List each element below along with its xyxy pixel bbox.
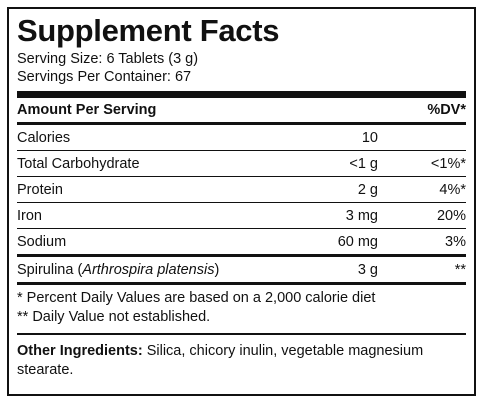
nutrient-name: Spirulina (Arthrospira platensis) <box>17 262 258 278</box>
nutrient-amount: 60 mg <box>337 233 378 250</box>
spirulina-latin-name: Arthrospira platensis <box>82 261 215 278</box>
nutrient-dv: 4%* <box>439 181 466 198</box>
table-header: Amount Per Serving %DV* <box>17 98 466 122</box>
other-ingredients-label: Other Ingredients: <box>17 343 143 359</box>
header-rule <box>17 122 466 125</box>
serving-size: Serving Size: 6 Tablets (3 g) <box>17 51 199 67</box>
nutrient-name: Sodium <box>17 233 67 250</box>
spirulina-label: Spirulina ( <box>17 261 83 278</box>
nutrient-amount: 2 g <box>357 181 378 198</box>
footnote-percent-dv: * Percent Daily Values are based on a 2,… <box>17 290 376 306</box>
nutrient-name: Iron <box>17 207 42 224</box>
nutrient-name: Protein <box>17 181 63 198</box>
nutrient-row-spirulina: Spirulina (Arthrospira platensis) 3 g ** <box>17 257 466 282</box>
section-rule <box>17 254 466 257</box>
nutrient-row-total-carbohydrate: Total Carbohydrate <1 g <1%* <box>17 151 466 177</box>
servings-per-container: Servings Per Container: 67 <box>17 69 192 85</box>
footnotes: * Percent Daily Values are based on a 2,… <box>17 285 466 327</box>
ingredients-rule <box>17 333 466 335</box>
nutrient-dv: ** <box>454 261 466 278</box>
nutrient-dv: 20% <box>436 207 466 224</box>
amount-per-serving-header: Amount Per Serving <box>17 102 157 118</box>
nutrient-dv: <1%* <box>430 155 466 172</box>
footnote-dv-not-established: ** Daily Value not established. <box>17 309 211 325</box>
panel-title: Supplement Facts <box>17 13 280 48</box>
nutrient-row-calories: Calories 10 <box>17 125 466 151</box>
nutrient-amount: 3 g <box>357 261 378 278</box>
thick-rule <box>17 91 466 98</box>
footnote-rule <box>17 282 466 285</box>
spirulina-close-paren: ) <box>214 261 220 278</box>
other-ingredients: Other Ingredients: Silica, chicory inuli… <box>17 335 466 380</box>
nutrient-amount: 3 mg <box>345 207 378 224</box>
supplement-facts-panel: Supplement Facts Serving Size: 6 Tablets… <box>7 7 476 396</box>
nutrient-row-protein: Protein 2 g 4%* <box>17 177 466 203</box>
dv-header: %DV* <box>427 102 466 118</box>
nutrient-name: Calories <box>17 129 71 146</box>
nutrient-name: Total Carbohydrate <box>17 155 140 172</box>
nutrient-dv: 3% <box>445 233 466 250</box>
nutrient-row-sodium: Sodium 60 mg 3% <box>17 229 466 254</box>
nutrient-row-iron: Iron 3 mg 20% <box>17 203 466 229</box>
nutrient-amount: <1 g <box>349 155 378 172</box>
nutrient-amount: 10 <box>361 129 378 146</box>
other-ingredients-text: Silica, chicory inulin, vegetable magnes… <box>17 343 424 378</box>
